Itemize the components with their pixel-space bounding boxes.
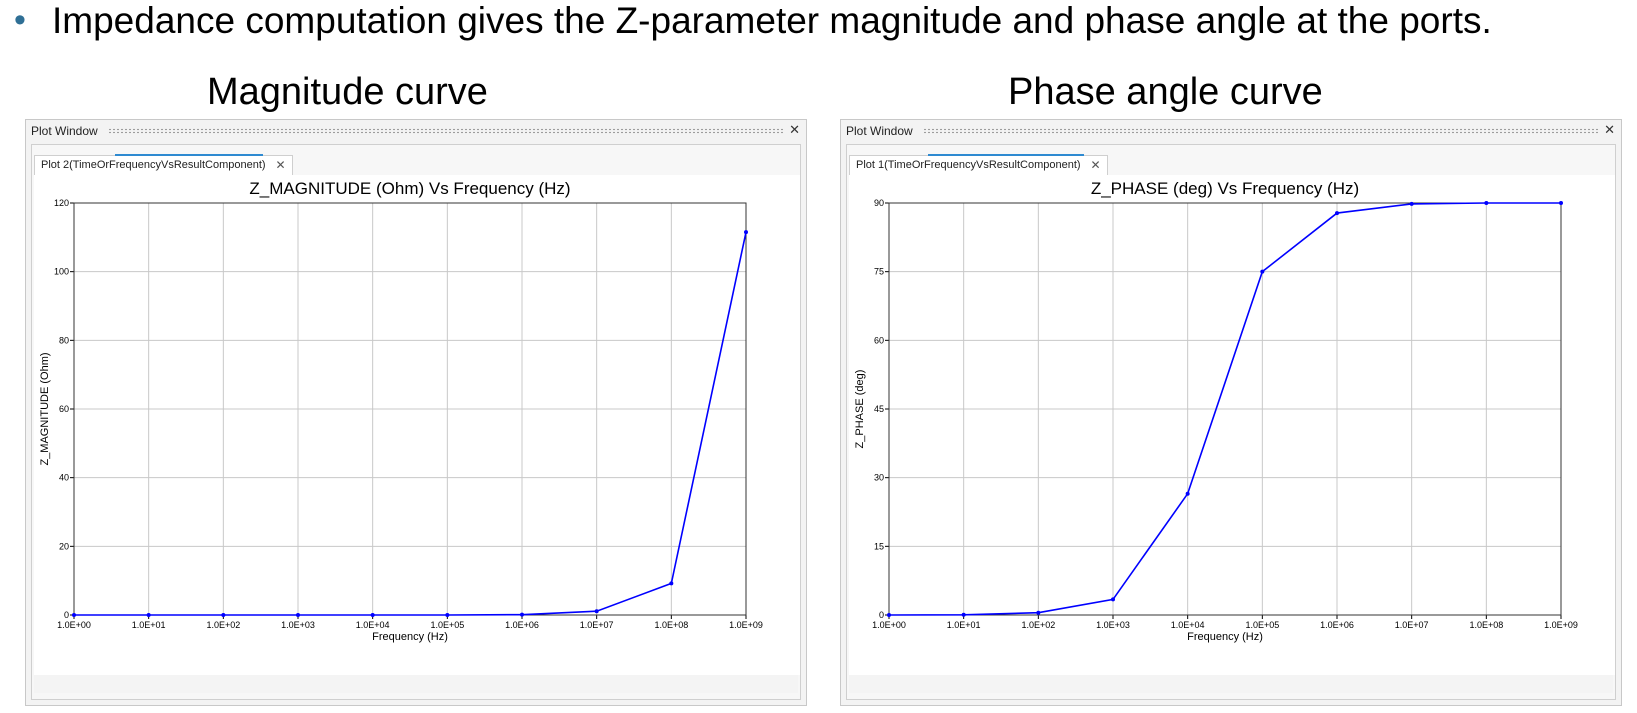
x-tick-label: 1.0E+04 xyxy=(1171,620,1205,630)
y-axis-label: Z_MAGNITUDE (Ohm) xyxy=(39,352,51,465)
data-point xyxy=(445,613,450,617)
plot-window-phase: Plot Window ✕ Plot 1(TimeOrFrequencyVsRe… xyxy=(840,119,1622,706)
status-strip xyxy=(34,675,798,693)
chart-area: Z_MAGNITUDE (Ohm) Vs Frequency (Hz) 1.0E+… xyxy=(34,175,800,675)
x-tick-label: 1.0E+07 xyxy=(580,620,614,630)
y-tick-label: 0 xyxy=(64,610,69,620)
data-point xyxy=(1484,201,1489,205)
x-tick-label: 1.0E+09 xyxy=(729,620,763,630)
data-point xyxy=(1111,597,1115,602)
data-point xyxy=(1260,269,1265,274)
data-point xyxy=(1335,211,1339,216)
x-tick-label: 1.0E+03 xyxy=(281,620,315,630)
plot-window-magnitude: Plot Window ✕ Plot 2(TimeOrFrequencyVsRe… xyxy=(25,119,807,706)
x-tick-label: 1.0E+02 xyxy=(1021,620,1055,630)
plot-panel: Plot 2(TimeOrFrequencyVsResultComponent)… xyxy=(31,144,801,700)
close-window-icon[interactable]: ✕ xyxy=(789,122,800,137)
plot-window-title: Plot Window xyxy=(846,124,913,138)
x-tick-label: 1.0E+04 xyxy=(356,620,390,630)
tab-label: Plot 2(TimeOrFrequencyVsResultComponent) xyxy=(41,159,266,171)
close-tab-icon[interactable]: ✕ xyxy=(1090,158,1101,172)
x-tick-label: 1.0E+03 xyxy=(1096,620,1130,630)
data-point xyxy=(669,581,674,586)
data-point xyxy=(744,230,748,235)
plot-window-titlebar[interactable]: Plot Window ✕ xyxy=(841,120,1621,142)
x-tick-label: 1.0E+02 xyxy=(206,620,240,630)
y-tick-label: 40 xyxy=(59,473,69,483)
x-tick-label: 1.0E+06 xyxy=(505,620,539,630)
data-point xyxy=(296,613,300,617)
plot-window-titlebar[interactable]: Plot Window ✕ xyxy=(26,120,806,142)
data-point xyxy=(146,613,151,617)
tab-plot-2[interactable]: Plot 2(TimeOrFrequencyVsResultComponent)… xyxy=(34,154,293,175)
y-tick-label: 100 xyxy=(54,267,69,277)
phase-chart: Z_PHASE (deg) Vs Frequency (Hz) 1.0E+00 1.… xyxy=(854,179,1578,643)
x-tick-label: 1.0E+05 xyxy=(1245,620,1279,630)
x-tick-label: 1.0E+09 xyxy=(1544,620,1578,630)
data-point xyxy=(1185,491,1190,496)
x-tick-label: 1.0E+06 xyxy=(1320,620,1354,630)
y-tick-label: 45 xyxy=(874,404,884,414)
plot-frame xyxy=(888,202,1562,616)
tab-plot-1[interactable]: Plot 1(TimeOrFrequencyVsResultComponent)… xyxy=(849,154,1108,175)
x-tick-label: 1.0E+07 xyxy=(1395,620,1429,630)
data-point xyxy=(1409,201,1414,206)
y-tick-label: 30 xyxy=(874,473,884,483)
chart-title: Z_PHASE (deg) Vs Frequency (Hz) xyxy=(1091,179,1359,198)
data-point xyxy=(887,613,891,617)
x-tick-label: 1.0E+08 xyxy=(654,620,688,630)
chart-title: Z_MAGNITUDE (Ohm) Vs Frequency (Hz) xyxy=(249,179,570,198)
caption-magnitude: Magnitude curve xyxy=(207,71,488,113)
y-tick-label: 120 xyxy=(54,198,69,208)
y-tick-label: 0 xyxy=(879,610,884,620)
data-point xyxy=(520,612,524,617)
x-axis-label: Frequency (Hz) xyxy=(1187,631,1263,643)
x-axis-label: Frequency (Hz) xyxy=(372,631,448,643)
data-point xyxy=(370,613,375,617)
data-point xyxy=(221,613,226,617)
x-tick-label: 1.0E+00 xyxy=(872,620,906,630)
tab-accent xyxy=(115,154,263,156)
y-tick-label: 75 xyxy=(874,267,884,277)
series-line xyxy=(74,232,747,616)
plot-panel: Plot 1(TimeOrFrequencyVsResultComponent)… xyxy=(846,144,1616,700)
status-strip xyxy=(849,675,1613,693)
data-point xyxy=(961,612,966,617)
close-tab-icon[interactable]: ✕ xyxy=(275,158,286,172)
magnitude-chart: Z_MAGNITUDE (Ohm) Vs Frequency (Hz) 1.0E+… xyxy=(39,179,763,643)
data-point xyxy=(1559,201,1563,205)
y-axis-label: Z_PHASE (deg) xyxy=(854,370,866,449)
bullet-dot-icon: • xyxy=(14,1,26,39)
bullet-text: Impedance computation gives the Z-parame… xyxy=(52,0,1492,41)
y-tick-label: 20 xyxy=(59,541,69,551)
close-window-icon[interactable]: ✕ xyxy=(1604,122,1615,137)
y-tick-label: 80 xyxy=(59,335,69,345)
x-tick-label: 1.0E+01 xyxy=(947,620,981,630)
drag-grip[interactable] xyxy=(923,128,1599,134)
y-tick-label: 60 xyxy=(59,404,69,414)
y-tick-label: 60 xyxy=(874,335,884,345)
data-point xyxy=(72,613,76,617)
chart-area: Z_PHASE (deg) Vs Frequency (Hz) 1.0E+00 1.… xyxy=(849,175,1615,675)
y-tick-label: 90 xyxy=(874,198,884,208)
x-tick-label: 1.0E+00 xyxy=(57,620,91,630)
tab-label: Plot 1(TimeOrFrequencyVsResultComponent) xyxy=(856,159,1081,171)
x-tick-label: 1.0E+08 xyxy=(1469,620,1503,630)
caption-phase: Phase angle curve xyxy=(1008,71,1323,113)
y-tick-label: 15 xyxy=(874,541,884,551)
bullet-line: • Impedance computation gives the Z-para… xyxy=(0,0,1637,50)
plot-window-title: Plot Window xyxy=(31,124,98,138)
drag-grip[interactable] xyxy=(108,128,784,134)
tab-accent xyxy=(928,154,1084,156)
series-line xyxy=(888,202,1561,616)
x-tick-label: 1.0E+05 xyxy=(430,620,464,630)
x-tick-label: 1.0E+01 xyxy=(132,620,166,630)
data-point xyxy=(594,609,599,614)
data-point xyxy=(1036,610,1041,615)
